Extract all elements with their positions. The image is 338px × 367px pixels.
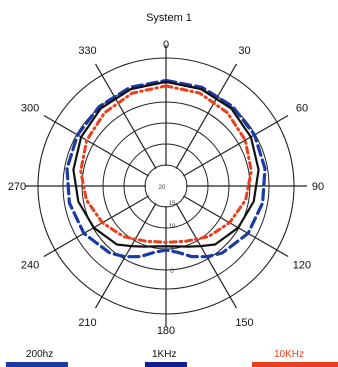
legend-swatch-200hz (6, 362, 68, 367)
spoke-60 (183, 114, 289, 177)
ring-4 (81, 101, 251, 271)
legend-swatch-1khz (145, 362, 187, 367)
angle-label-300: 300 (21, 103, 39, 115)
angle-label-0: 0 (163, 39, 169, 51)
angle-label-150: 150 (235, 317, 253, 329)
spoke-330 (94, 63, 157, 169)
chart-title: System 1 (146, 12, 192, 24)
ring-label-0: 0 (170, 269, 174, 275)
angle-label-270: 270 (8, 181, 26, 193)
angle-label-90: 90 (312, 181, 324, 193)
spoke-300 (43, 114, 149, 177)
angle-label-120: 120 (293, 260, 311, 272)
legend-label-200hz: 200hz (26, 349, 54, 360)
angle-label-210: 210 (78, 317, 96, 329)
ring-2 (123, 143, 209, 229)
ring-label-15: 15 (169, 201, 176, 207)
spoke-210 (94, 203, 157, 309)
spoke-120 (183, 195, 289, 258)
legend-label-10khz: 10KHz (274, 349, 305, 360)
spoke-240 (43, 195, 149, 258)
ring-label-10: 10 (169, 224, 176, 230)
ring-label-5: 5 (170, 246, 174, 252)
angle-label-240: 240 (21, 260, 39, 272)
ring-5 (62, 82, 270, 290)
spoke-30 (175, 63, 238, 169)
angle-label-60: 60 (296, 103, 308, 115)
angle-label-180: 180 (157, 325, 175, 337)
legend-label-1khz: 1KHz (152, 349, 177, 360)
legend-swatch-10khz (252, 362, 338, 367)
ring-1 (144, 164, 188, 208)
series-trace-200hz (65, 78, 267, 259)
angle-label-30: 30 (238, 45, 250, 57)
series-trace-10khz (79, 84, 253, 244)
angle-label-330: 330 (78, 45, 96, 57)
ring-6 (37, 57, 295, 315)
ring-label-20: 20 (159, 185, 166, 191)
series-trace-1khz (72, 80, 260, 248)
